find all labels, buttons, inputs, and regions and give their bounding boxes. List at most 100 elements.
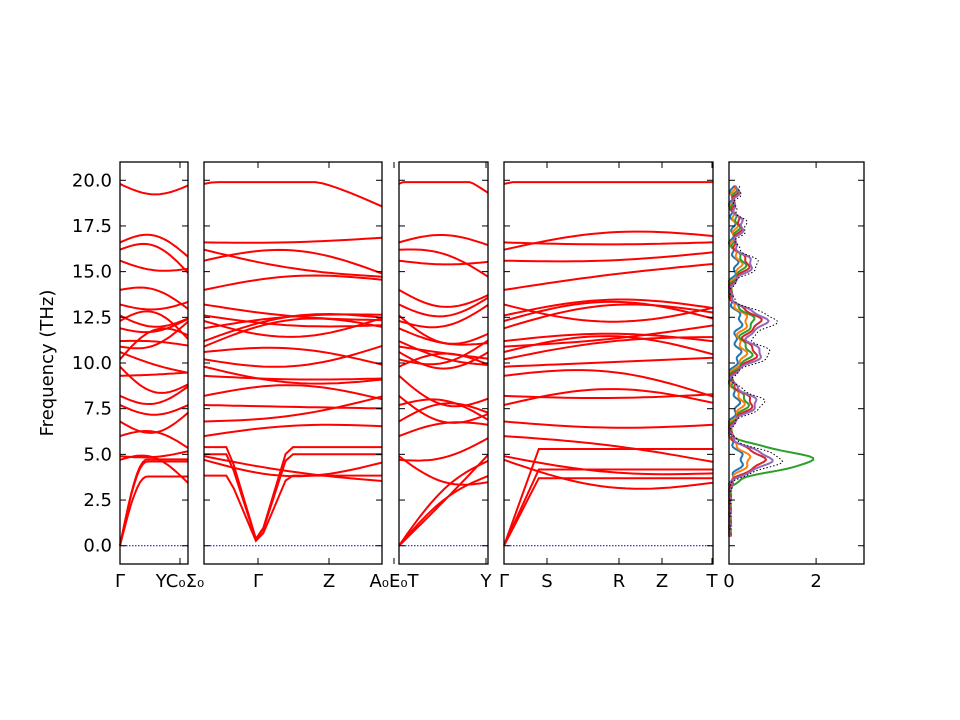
phonon-band-line bbox=[203, 274, 383, 291]
phonon-band-line bbox=[503, 455, 714, 476]
phonon-band-line bbox=[119, 183, 189, 196]
phonon-band-line bbox=[398, 345, 489, 360]
phonon-band-line bbox=[503, 393, 714, 399]
phonon-band-line bbox=[503, 263, 714, 291]
phonon-band-line bbox=[203, 303, 383, 322]
phonon-band-line bbox=[398, 460, 489, 547]
y-tick-label: 15.0 bbox=[72, 262, 112, 283]
phonon-band-line bbox=[203, 374, 383, 381]
phonon-band-line bbox=[398, 455, 489, 486]
phonon-band-line bbox=[119, 286, 189, 310]
phonon-band-line bbox=[398, 181, 489, 194]
dos-x-tick-label: 2 bbox=[810, 571, 821, 592]
y-tick-label: 7.5 bbox=[83, 399, 112, 420]
phonon-band-line bbox=[398, 398, 489, 421]
phonon-band-line bbox=[204, 453, 382, 542]
phonon-band-line bbox=[119, 300, 189, 311]
band-panel-2: Γ Z A₀E₀T bbox=[203, 161, 420, 592]
band-panel-1: 0.0 2.5 5.0 7.5 10.0 12.5 15.0 17.5 20.0 Γ YC₀Σ₀ bbox=[72, 161, 204, 592]
phonon-band-line bbox=[503, 477, 713, 547]
phonon-band-line bbox=[119, 242, 189, 274]
phonon-band-line bbox=[203, 404, 383, 410]
phonon-band-line bbox=[203, 248, 383, 278]
phonon-band-line bbox=[503, 303, 714, 323]
phonon-band-line bbox=[398, 437, 489, 462]
k-point-label: YC₀Σ₀ bbox=[155, 571, 204, 592]
phonon-band-line bbox=[203, 455, 383, 482]
phonon-band-line bbox=[503, 298, 714, 317]
phonon-band-line bbox=[503, 336, 713, 361]
phonon-band-line bbox=[119, 259, 189, 272]
phonon-band-line bbox=[203, 345, 383, 368]
phonon-band-line bbox=[119, 320, 189, 350]
phonon-band-line bbox=[503, 324, 714, 348]
phonon-band-line bbox=[503, 356, 714, 368]
y-tick-label: 17.5 bbox=[72, 216, 112, 237]
phonon-band-line bbox=[203, 317, 383, 338]
phonon-band-line bbox=[398, 289, 489, 308]
phonon-band-line bbox=[503, 369, 714, 398]
phonon-band-line bbox=[119, 475, 188, 546]
phonon-band-line bbox=[119, 365, 189, 394]
phonon-band-line bbox=[398, 296, 489, 318]
phonon-band-line bbox=[398, 248, 489, 278]
phonon-band-line bbox=[204, 446, 382, 542]
k-point-label: S bbox=[541, 571, 552, 592]
phonon-band-line bbox=[203, 395, 383, 423]
phonon-band-line bbox=[398, 454, 489, 547]
k-point-label: Z bbox=[656, 571, 668, 592]
phonon-band-line bbox=[119, 339, 189, 347]
phonon-band-line bbox=[503, 332, 714, 343]
phonon-band-line bbox=[203, 423, 383, 438]
phonon-band-line bbox=[203, 236, 383, 244]
phonon-band-line bbox=[398, 475, 489, 547]
phonon-band-line bbox=[503, 303, 714, 330]
phonon-band-line bbox=[203, 384, 383, 401]
phonon-band-line bbox=[398, 340, 489, 366]
phonon-band-line bbox=[119, 450, 189, 459]
phonon-band-line bbox=[203, 248, 383, 275]
phonon-band-line bbox=[204, 474, 382, 543]
band-panel-frame bbox=[119, 161, 189, 565]
phonon-band-line bbox=[503, 251, 714, 263]
phonon-band-line bbox=[119, 385, 189, 405]
k-point-label: Γ bbox=[115, 571, 125, 592]
phonon-band-line bbox=[398, 402, 489, 423]
phonon-band-line bbox=[398, 395, 489, 424]
phonon-band-line bbox=[503, 241, 714, 246]
phonon-band-line bbox=[503, 420, 714, 429]
k-point-label: A₀E₀T bbox=[369, 571, 419, 592]
phonon-band-line bbox=[119, 233, 189, 258]
dos-x-tick-label: 0 bbox=[723, 571, 734, 592]
phonon-band-line bbox=[503, 448, 713, 547]
phonon-band-line bbox=[503, 468, 713, 547]
y-axis-title: Frequency (THz) bbox=[37, 290, 58, 437]
phonon-band-line bbox=[503, 458, 714, 490]
y-tick-label: 10.0 bbox=[72, 353, 112, 374]
dos-curve-6 bbox=[728, 185, 784, 537]
phonon-band-line bbox=[398, 304, 489, 329]
dos-curve-3 bbox=[727, 185, 815, 538]
phonon-band-line bbox=[203, 346, 383, 366]
phonon-band-line bbox=[398, 314, 489, 345]
y-axis-title-group: Frequency (THz) bbox=[37, 290, 58, 437]
phonon-band-line bbox=[398, 375, 489, 408]
phonon-band-line bbox=[503, 435, 714, 463]
phonon-band-line bbox=[203, 458, 383, 478]
phonon-band-line bbox=[119, 412, 189, 434]
phonon-band-line bbox=[503, 181, 713, 185]
y-tick-label: 0.0 bbox=[83, 536, 112, 557]
phonon-band-line bbox=[398, 421, 489, 438]
phonon-band-line bbox=[119, 310, 189, 340]
band-panel-3: Y bbox=[398, 161, 493, 592]
k-point-label: Z bbox=[323, 571, 335, 592]
y-tick-label: 5.0 bbox=[83, 444, 112, 465]
phonon-band-line bbox=[203, 365, 383, 385]
y-tick-label: 20.0 bbox=[72, 170, 112, 191]
phonon-band-line bbox=[203, 314, 383, 328]
k-point-label: T bbox=[706, 571, 719, 592]
phonon-band-line bbox=[398, 234, 489, 247]
